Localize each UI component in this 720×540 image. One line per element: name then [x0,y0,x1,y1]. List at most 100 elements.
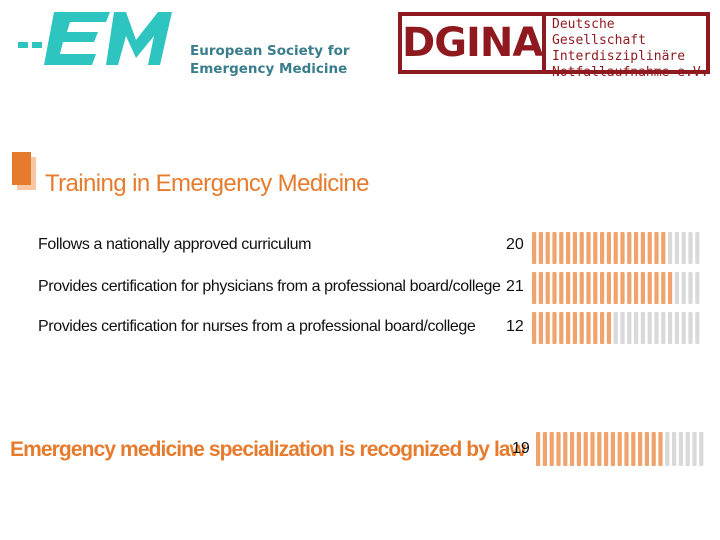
section-square-icon [12,152,36,190]
bar-tick-curriculum [586,232,591,264]
bar-tick-curriculum [552,232,557,264]
eusem-name: European Society for Emergency Medicine [190,42,350,78]
bar-tick-empty-nurses [661,312,666,344]
bar-tick-physicians [613,272,618,304]
bar-tick-curriculum [613,232,618,264]
bar-tick-curriculum [593,232,598,264]
section-title: Training in Emergency Medicine [45,170,370,197]
bar-tick-physicians [593,272,598,304]
bar-tick-curriculum [538,232,543,264]
row-value-physicians: 21 [506,278,524,295]
bar-tick-curriculum [640,232,645,264]
bar-tick-nurses [552,312,557,344]
bar-tick-curriculum [559,232,564,264]
bar-tick-empty-nurses [688,312,693,344]
bar-tick-law [590,432,595,466]
row-label-law: Emergency medicine specialization is rec… [10,438,526,461]
bar-tick-nurses [538,312,543,344]
bar-tick-empty-law [678,432,683,466]
bar-tick-curriculum [634,232,639,264]
bar-tick-nurses [532,312,537,344]
eusem-name-line2: Emergency Medicine [190,61,348,77]
bar-tick-curriculum [600,232,605,264]
dgina-name-line2: Interdisziplinäre [552,49,686,64]
bar-tick-empty-nurses [620,312,625,344]
bar-tick-empty-nurses [613,312,618,344]
bar-tick-empty-curriculum [695,232,700,264]
bar-tick-empty-nurses [647,312,652,344]
bar-tick-empty-nurses [668,312,673,344]
bar-tick-law [542,432,547,466]
bar-tick-empty-curriculum [688,232,693,264]
bar-tick-physicians [532,272,537,304]
bar-tick-physicians [538,272,543,304]
bar-tick-curriculum [606,232,611,264]
bar-tick-law [536,432,541,466]
bar-tick-physicians [600,272,605,304]
bar-tick-curriculum [572,232,577,264]
bar-tick-empty-law [692,432,697,466]
bar-tick-physicians [606,272,611,304]
bar-tick-empty-nurses [654,312,659,344]
bar-tick-law [644,432,649,466]
dgina-name-line1: Deutsche Gesellschaft [552,17,646,48]
bar-tick-physicians [654,272,659,304]
bar-tick-empty-nurses [640,312,645,344]
bar-tick-empty-nurses [627,312,632,344]
row-value-law: 19 [512,440,530,457]
bar-tick-empty-physicians [674,272,679,304]
row-label-physicians: Provides certification for physicians fr… [38,278,501,295]
bar-tick-empty-nurses [634,312,639,344]
bar-tick-nurses [606,312,611,344]
bar-tick-physicians [620,272,625,304]
bar-tick-law [604,432,609,466]
dgina-logo-background [402,16,706,70]
dgina-acronym: DGINA [402,20,543,66]
bar-tick-nurses [559,312,564,344]
bar-tick-curriculum [579,232,584,264]
bar-tick-nurses [593,312,598,344]
bar-tick-nurses [545,312,550,344]
bar-tick-law [563,432,568,466]
bar-tick-nurses [586,312,591,344]
bar-tick-physicians [634,272,639,304]
bar-tick-physicians [640,272,645,304]
bar-tick-curriculum [620,232,625,264]
bar-tick-law [597,432,602,466]
bar-tick-physicians [566,272,571,304]
bar-tick-nurses [579,312,584,344]
row-label-curriculum: Follows a nationally approved curriculum [38,236,312,253]
bar-tick-physicians [586,272,591,304]
bar-tick-empty-curriculum [681,232,686,264]
bar-tick-physicians [579,272,584,304]
dgina-logo: DGINA Deutsche Gesellschaft Interdiszipl… [398,12,710,80]
bar-tick-nurses [600,312,605,344]
bar-tick-law [570,432,575,466]
bar-tick-law [631,432,636,466]
bar-tick-nurses [566,312,571,344]
bar-tick-empty-law [672,432,677,466]
row-value-nurses: 12 [506,318,524,335]
bar-tick-curriculum [654,232,659,264]
bar-tick-empty-law [699,432,704,466]
dgina-fullname: Deutsche Gesellschaft Interdisziplinäre … [552,17,710,81]
bar-tick-law [624,432,629,466]
bar-tick-law [651,432,656,466]
bar-tick-empty-nurses [674,312,679,344]
bar-tick-physicians [627,272,632,304]
bar-tick-physicians [661,272,666,304]
bar-tick-empty-nurses [695,312,700,344]
bar-tick-empty-curriculum [674,232,679,264]
bar-tick-empty-nurses [681,312,686,344]
row-label-nurses: Provides certification for nurses from a… [38,318,476,335]
bar-tick-empty-physicians [695,272,700,304]
bar-tick-law [610,432,615,466]
bar-tick-physicians [668,272,673,304]
bar-tick-empty-law [685,432,690,466]
dgina-name-line3: Notfallaufnahme e.V. [552,65,709,80]
row-value-curriculum: 20 [506,236,524,253]
eusem-name-line1: European Society for [190,43,350,59]
bar-tick-curriculum [647,232,652,264]
bar-tick-physicians [572,272,577,304]
